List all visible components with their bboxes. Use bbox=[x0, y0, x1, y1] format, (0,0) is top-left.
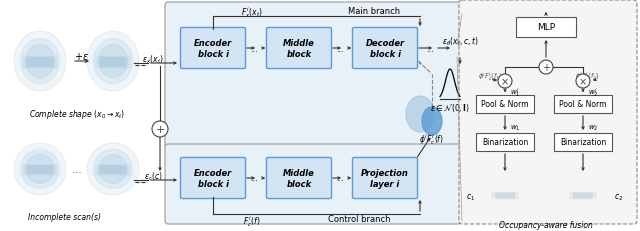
Text: $c_2$: $c_2$ bbox=[614, 192, 623, 202]
FancyBboxPatch shape bbox=[22, 57, 58, 69]
Ellipse shape bbox=[99, 155, 127, 183]
Ellipse shape bbox=[490, 183, 520, 207]
Text: $\phi^i F_c^i(f_1)$: $\phi^i F_c^i(f_1)$ bbox=[477, 70, 502, 83]
Text: $w_2^i$: $w_2^i$ bbox=[588, 86, 598, 99]
Circle shape bbox=[152, 122, 168, 137]
Text: Control branch: Control branch bbox=[328, 215, 390, 224]
Circle shape bbox=[576, 75, 590, 89]
FancyBboxPatch shape bbox=[459, 1, 637, 224]
Text: Complete shape $(x_0 \rightarrow x_t)$: Complete shape $(x_0 \rightarrow x_t)$ bbox=[29, 108, 125, 121]
Text: Occupancy-aware fusion: Occupancy-aware fusion bbox=[499, 221, 593, 230]
FancyBboxPatch shape bbox=[165, 3, 461, 148]
Text: $\phi^i F_c^i(f_2)$: $\phi^i F_c^i(f_2)$ bbox=[575, 70, 600, 83]
Bar bbox=[476, 134, 534, 151]
Text: Pool & Norm: Pool & Norm bbox=[481, 100, 529, 109]
Text: ...: ... bbox=[250, 44, 258, 53]
Text: $\epsilon \in \mathcal{N}(0, \mathbf{I})$: $\epsilon \in \mathcal{N}(0, \mathbf{I})… bbox=[430, 102, 470, 113]
Text: Decoder
block i: Decoder block i bbox=[365, 39, 404, 58]
Text: ×: × bbox=[501, 77, 509, 87]
Bar bbox=[554, 134, 612, 151]
FancyBboxPatch shape bbox=[266, 28, 332, 69]
Ellipse shape bbox=[20, 39, 60, 84]
FancyBboxPatch shape bbox=[28, 166, 52, 174]
Ellipse shape bbox=[93, 39, 132, 84]
Polygon shape bbox=[406, 97, 434, 132]
Ellipse shape bbox=[14, 32, 66, 92]
Text: $\phi^i F_c^i(f)$: $\phi^i F_c^i(f)$ bbox=[419, 132, 445, 147]
Text: $w_1$: $w_1$ bbox=[510, 123, 520, 132]
FancyBboxPatch shape bbox=[353, 28, 417, 69]
Text: $F_c^i(f)$: $F_c^i(f)$ bbox=[243, 214, 260, 228]
FancyBboxPatch shape bbox=[95, 57, 131, 69]
Text: ...: ... bbox=[72, 164, 83, 174]
Text: Middle
block: Middle block bbox=[283, 39, 315, 58]
FancyBboxPatch shape bbox=[95, 165, 131, 176]
FancyBboxPatch shape bbox=[573, 193, 593, 198]
Text: Middle
block: Middle block bbox=[283, 169, 315, 188]
FancyBboxPatch shape bbox=[100, 58, 125, 67]
Text: $\varepsilon_x(x_t)$: $\varepsilon_x(x_t)$ bbox=[142, 54, 164, 66]
FancyBboxPatch shape bbox=[570, 192, 596, 200]
Ellipse shape bbox=[99, 45, 127, 78]
Text: $\varepsilon_c(c)$: $\varepsilon_c(c)$ bbox=[143, 170, 163, 182]
Text: Binarization: Binarization bbox=[560, 138, 606, 147]
FancyBboxPatch shape bbox=[492, 192, 518, 200]
Text: Incomplete scan(s): Incomplete scan(s) bbox=[29, 213, 102, 222]
Bar bbox=[476, 96, 534, 113]
Ellipse shape bbox=[87, 32, 139, 92]
Ellipse shape bbox=[20, 150, 60, 189]
Text: Pool & Norm: Pool & Norm bbox=[559, 100, 607, 109]
FancyBboxPatch shape bbox=[100, 166, 125, 174]
FancyBboxPatch shape bbox=[22, 165, 58, 176]
FancyBboxPatch shape bbox=[266, 158, 332, 199]
Ellipse shape bbox=[26, 45, 54, 78]
Ellipse shape bbox=[485, 179, 525, 211]
Bar bbox=[516, 18, 576, 38]
Text: $+\epsilon$: $+\epsilon$ bbox=[74, 50, 90, 61]
Text: Encoder
block i: Encoder block i bbox=[194, 169, 232, 188]
Text: +: + bbox=[542, 63, 550, 73]
Text: $F_x^i(x_t)$: $F_x^i(x_t)$ bbox=[241, 6, 263, 20]
Ellipse shape bbox=[87, 143, 139, 195]
Ellipse shape bbox=[568, 183, 598, 207]
Ellipse shape bbox=[26, 155, 54, 183]
FancyBboxPatch shape bbox=[495, 193, 515, 198]
Text: $w_1^i$: $w_1^i$ bbox=[510, 86, 520, 99]
FancyBboxPatch shape bbox=[165, 144, 461, 224]
FancyBboxPatch shape bbox=[180, 28, 246, 69]
Text: +: + bbox=[156, 125, 164, 134]
Text: MLP: MLP bbox=[537, 23, 555, 32]
Ellipse shape bbox=[14, 143, 66, 195]
Text: $c_1$: $c_1$ bbox=[467, 192, 476, 202]
Polygon shape bbox=[422, 108, 442, 135]
Bar bbox=[554, 96, 612, 113]
Circle shape bbox=[498, 75, 512, 89]
Circle shape bbox=[539, 61, 553, 75]
Text: ...: ... bbox=[250, 174, 258, 183]
Text: Projection
layer i: Projection layer i bbox=[361, 169, 409, 188]
FancyBboxPatch shape bbox=[353, 158, 417, 199]
Ellipse shape bbox=[563, 179, 603, 211]
Ellipse shape bbox=[93, 150, 132, 189]
Text: $\varepsilon_\theta(x_t, c, t)$: $\varepsilon_\theta(x_t, c, t)$ bbox=[442, 36, 479, 48]
Text: ×: × bbox=[579, 77, 587, 87]
Text: ...: ... bbox=[426, 44, 434, 53]
Text: Encoder
block i: Encoder block i bbox=[194, 39, 232, 58]
Text: $w_2$: $w_2$ bbox=[588, 123, 598, 132]
FancyBboxPatch shape bbox=[28, 58, 52, 67]
Ellipse shape bbox=[494, 186, 516, 204]
FancyBboxPatch shape bbox=[180, 158, 246, 199]
Text: ...: ... bbox=[336, 44, 344, 53]
Text: Main branch: Main branch bbox=[348, 6, 400, 15]
Ellipse shape bbox=[572, 186, 594, 204]
Text: Binarization: Binarization bbox=[482, 138, 528, 147]
Text: ...: ... bbox=[336, 174, 344, 183]
